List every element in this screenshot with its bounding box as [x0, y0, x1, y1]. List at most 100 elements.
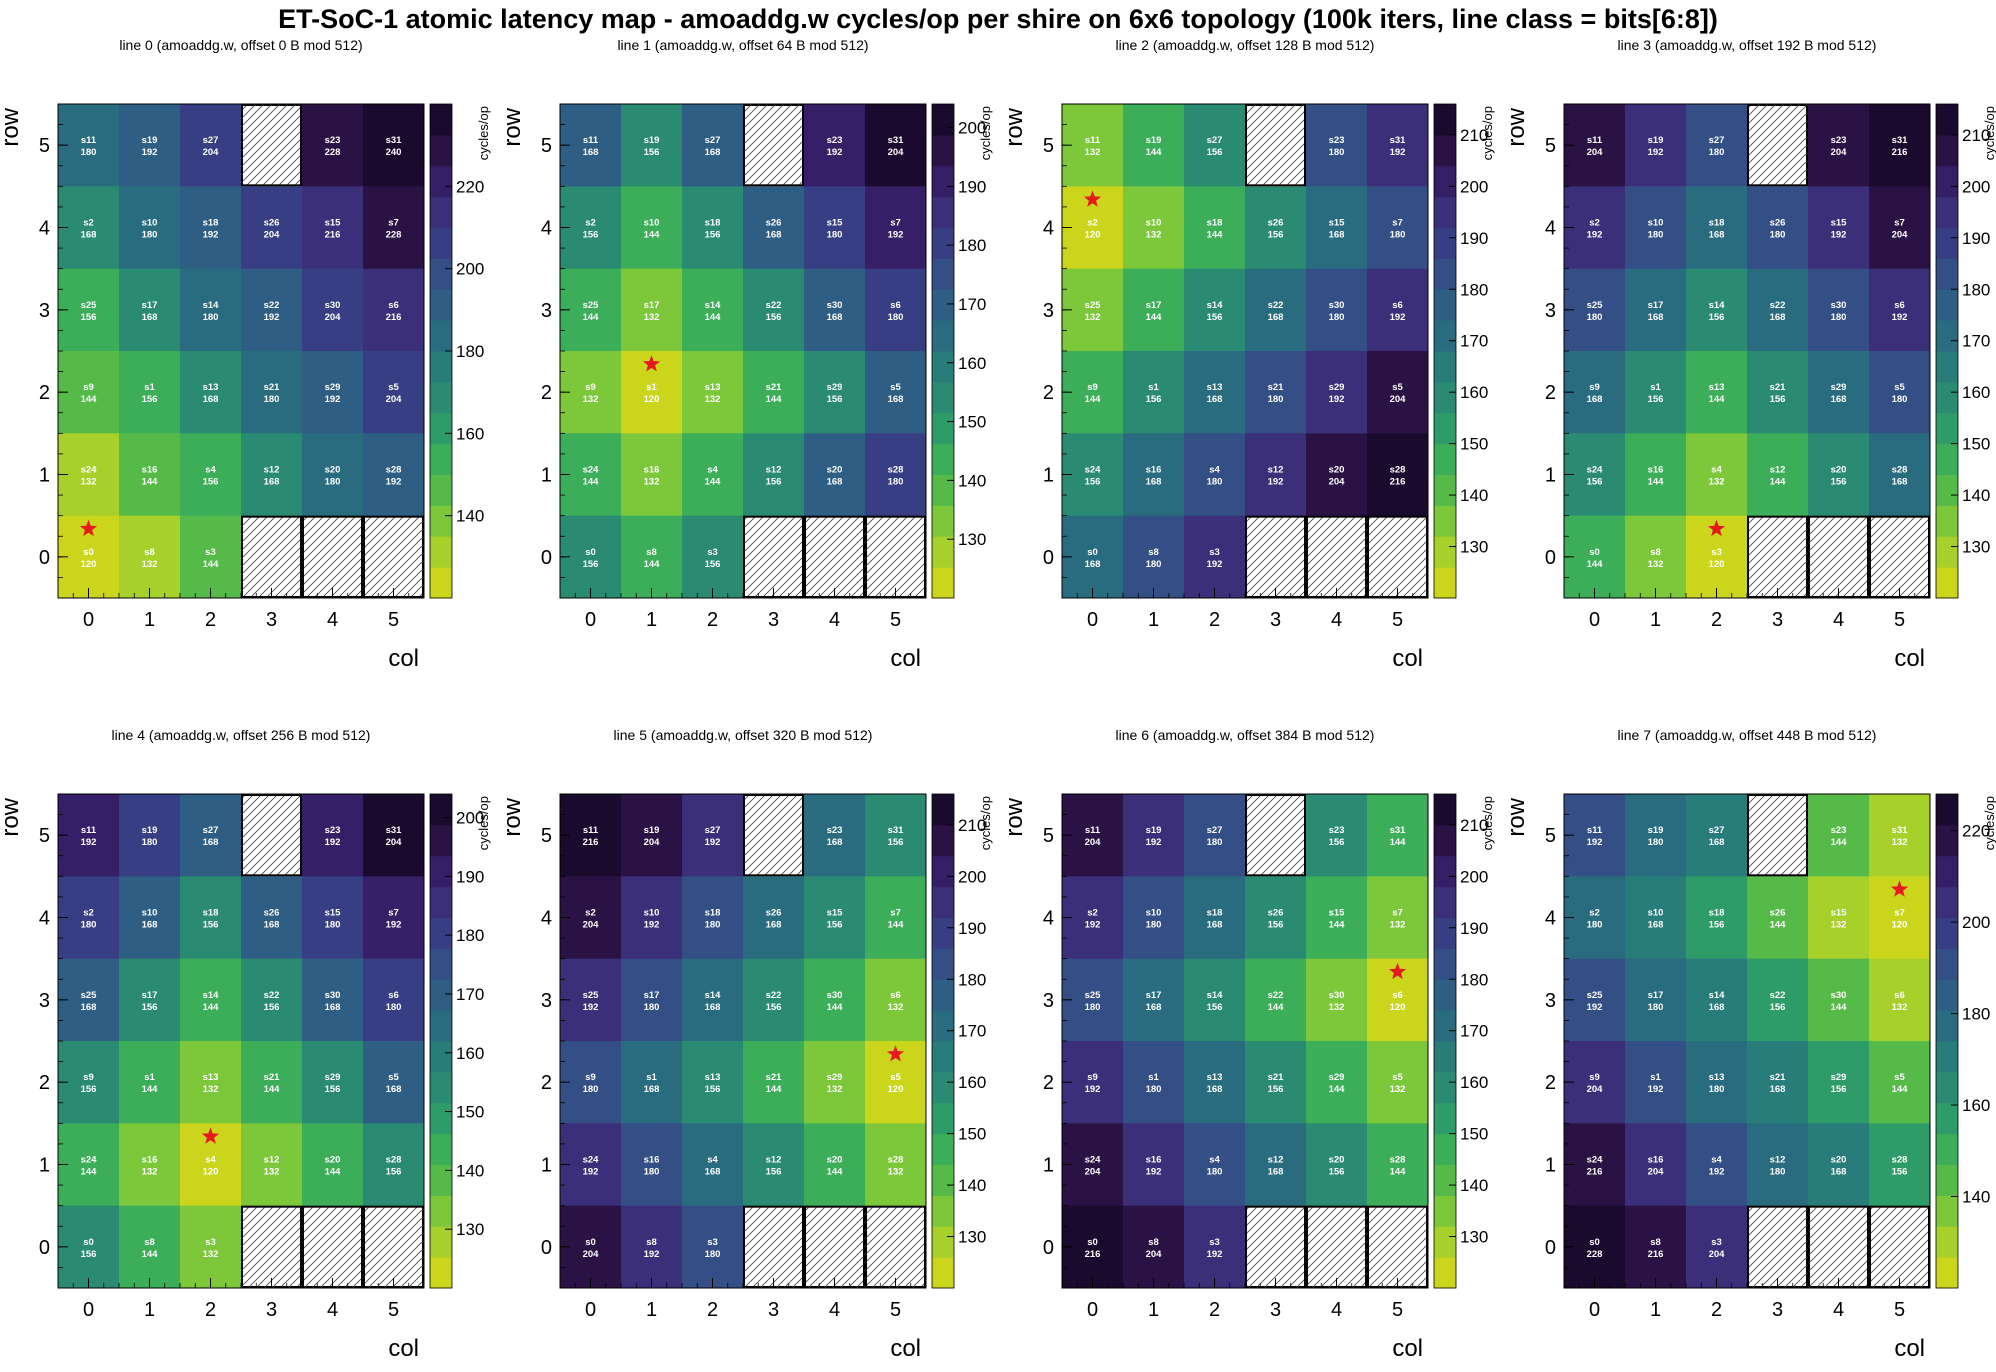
cell-shire-label: s28: [888, 1155, 904, 1166]
cell-value-label: 168: [203, 837, 219, 848]
colorbar-tick-label: 200: [958, 119, 986, 138]
cell-value-label: 168: [81, 1002, 97, 1013]
cell-shire-label: s31: [888, 825, 905, 836]
colorbar-segment: [932, 1195, 954, 1227]
colorbar-tick-label: 220: [1962, 822, 1990, 841]
colorbar-segment: [1434, 824, 1456, 857]
heatmap-cell: [804, 958, 866, 1042]
cell-value-label: 192: [1268, 477, 1284, 488]
colorbar-segment: [1936, 474, 1958, 506]
heatmap-cell: [1245, 1041, 1307, 1124]
cell-value-label: 144: [203, 1002, 220, 1013]
cell-value-label: 144: [583, 477, 600, 488]
heatmap-cell: [119, 104, 181, 187]
cell-shire-label: s27: [1709, 135, 1725, 146]
cell-shire-label: s1: [1148, 1072, 1159, 1083]
empty-cell: [241, 104, 302, 187]
heatmap-cell: [58, 876, 120, 960]
heatmap-cell: [1306, 351, 1368, 434]
colorbar-label: cycles/op: [476, 106, 491, 160]
colorbar-tick-label: 180: [1460, 280, 1488, 299]
cell-value-label: 132: [142, 559, 158, 570]
cell-value-label: 180: [1207, 837, 1223, 848]
heatmap-cell: [865, 104, 927, 187]
cell-value-label: 144: [705, 477, 722, 488]
cell-value-label: 156: [1085, 477, 1101, 488]
colorbar-tick-label: 160: [1962, 383, 1990, 402]
heatmap-cell: [1869, 351, 1931, 434]
empty-cell: [1245, 1205, 1306, 1288]
y-axis-label: row: [499, 797, 526, 836]
cell-shire-label: s15: [1329, 908, 1346, 919]
heatmap-cell: [1625, 515, 1687, 599]
x-tick-label: 1: [646, 1299, 657, 1321]
cell-value-label: 180: [1831, 312, 1847, 323]
heatmap-cell: [1625, 1123, 1687, 1207]
cell-shire-label: s13: [1207, 1072, 1223, 1083]
heatmap-cell: [58, 268, 120, 352]
colorbar-tick-label: 160: [958, 1073, 986, 1092]
y-tick-label: 5: [1545, 135, 1556, 157]
cell-value-label: 120: [644, 394, 660, 405]
heatmap-cell: [865, 186, 927, 270]
empty-cell: [865, 515, 926, 599]
cell-shire-label: s21: [766, 1072, 783, 1083]
cell-shire-label: s4: [1711, 465, 1722, 476]
cell-value-label: 132: [1709, 477, 1725, 488]
cell-value-label: 144: [142, 477, 159, 488]
heatmap-cell: [560, 351, 622, 434]
heatmap-cell: [119, 1205, 181, 1289]
empty-cell: [1747, 104, 1808, 187]
heatmap-cell: [1686, 794, 1748, 877]
cell-shire-label: s6: [1894, 990, 1905, 1001]
cell-value-label: 180: [583, 1084, 599, 1095]
cell-value-label: 180: [1892, 394, 1908, 405]
y-tick-label: 2: [541, 1072, 552, 1094]
cell-shire-label: s26: [264, 908, 280, 919]
colorbar-segment: [932, 196, 954, 228]
cell-shire-label: s19: [142, 825, 158, 836]
colorbar-segment: [1434, 855, 1456, 888]
x-tick-label: 5: [388, 609, 399, 631]
cell-value-label: 204: [583, 920, 600, 931]
cell-shire-label: s0: [1087, 547, 1098, 558]
cell-value-label: 192: [386, 477, 402, 488]
cell-shire-label: s26: [766, 908, 782, 919]
heatmap-cell: [1747, 268, 1809, 352]
cell-shire-label: s18: [203, 908, 219, 919]
cell-value-label: 180: [142, 837, 158, 848]
heatmap-cell: [1808, 351, 1870, 434]
cell-value-label: 216: [386, 312, 402, 323]
heatmap-cell: [1123, 1041, 1185, 1124]
cell-value-label: 132: [1146, 230, 1162, 241]
y-tick-label: 1: [39, 1155, 50, 1177]
colorbar-segment: [1936, 196, 1958, 228]
cell-value-label: 168: [1648, 920, 1664, 931]
y-tick-label: 0: [39, 1237, 50, 1259]
colorbar-segment: [430, 1133, 452, 1165]
cell-value-label: 156: [1207, 147, 1223, 158]
x-tick-label: 4: [829, 1299, 840, 1321]
cell-value-label: 144: [1831, 1002, 1848, 1013]
colorbar-tick-label: 150: [456, 1103, 484, 1122]
colorbar-segment: [1936, 1102, 1958, 1135]
heatmap-cell: [1184, 1123, 1246, 1207]
colorbar-segment: [430, 855, 452, 888]
heatmap-cell: [743, 958, 805, 1042]
cell-shire-label: s16: [142, 1155, 158, 1166]
cell-value-label: 156: [1892, 1167, 1908, 1178]
cell-value-label: 156: [203, 477, 219, 488]
colorbar-tick-label: 210: [1460, 126, 1488, 145]
x-tick-label: 4: [1331, 1299, 1342, 1321]
heatmap-panel: line 6 (amoaddg.w, offset 384 B mod 512)…: [1001, 727, 1495, 1362]
heatmap-cell: [1869, 794, 1931, 877]
heatmap-cell: [560, 1205, 622, 1289]
heatmap-cell: [1062, 876, 1124, 960]
x-tick-label: 0: [585, 609, 596, 631]
cell-value-label: 144: [1648, 477, 1665, 488]
empty-cell: [1306, 515, 1367, 599]
heatmap-cell: [1747, 1041, 1809, 1124]
heatmap-cell: [1062, 1041, 1124, 1124]
cell-shire-label: s30: [1329, 990, 1345, 1001]
